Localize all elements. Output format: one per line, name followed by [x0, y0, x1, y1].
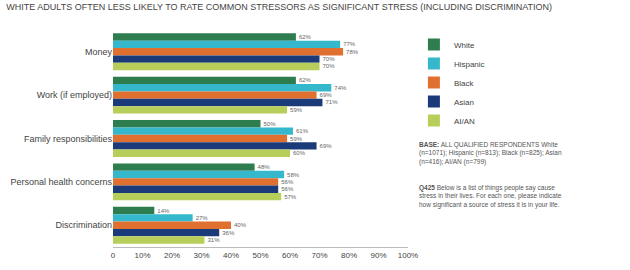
svg-text:40%: 40% [234, 222, 247, 228]
svg-text:Family responsibilities: Family responsibilities [24, 134, 113, 144]
svg-text:Money: Money [85, 47, 113, 57]
svg-text:56%: 56% [281, 186, 294, 192]
svg-text:58%: 58% [287, 172, 300, 178]
svg-text:Work (if employed): Work (if employed) [37, 90, 112, 100]
svg-text:50%: 50% [252, 251, 268, 260]
svg-text:80%: 80% [341, 251, 357, 260]
svg-text:Q425 Below is a list of things: Q425 Below is a list of things people sa… [419, 184, 562, 209]
svg-text:59%: 59% [290, 107, 303, 113]
svg-text:70%: 70% [323, 56, 336, 62]
svg-text:14%: 14% [157, 208, 170, 214]
svg-text:56%: 56% [281, 179, 294, 185]
svg-text:BASE: ALL QUALIFIED RESPONDENT: BASE: ALL QUALIFIED RESPONDENTS White(n=… [419, 141, 562, 166]
svg-text:0: 0 [111, 251, 116, 260]
svg-text:Black: Black [454, 79, 475, 88]
svg-text:40%: 40% [223, 251, 239, 260]
svg-text:60%: 60% [282, 251, 298, 260]
svg-text:78%: 78% [346, 49, 359, 55]
svg-text:61%: 61% [296, 128, 309, 134]
svg-text:69%: 69% [320, 143, 333, 149]
svg-text:Discrimination: Discrimination [55, 220, 112, 230]
svg-text:70%: 70% [323, 63, 336, 69]
svg-text:90%: 90% [370, 251, 386, 260]
svg-text:Hispanic: Hispanic [454, 60, 485, 69]
svg-text:White: White [454, 41, 475, 50]
svg-text:27%: 27% [196, 215, 209, 221]
svg-text:AI/AN: AI/AN [454, 117, 475, 126]
svg-text:WHITE ADULTS OFTEN LESS LIKELY: WHITE ADULTS OFTEN LESS LIKELY TO RATE C… [6, 2, 552, 12]
svg-text:30%: 30% [193, 251, 209, 260]
svg-text:71%: 71% [325, 99, 338, 105]
svg-text:74%: 74% [334, 85, 347, 91]
svg-text:50%: 50% [264, 121, 277, 127]
svg-text:70%: 70% [311, 251, 327, 260]
svg-text:10%: 10% [134, 251, 150, 260]
svg-text:20%: 20% [164, 251, 180, 260]
svg-text:31%: 31% [207, 237, 220, 243]
svg-text:Asian: Asian [454, 98, 474, 107]
svg-text:60%: 60% [293, 150, 306, 156]
svg-text:100%: 100% [398, 251, 418, 260]
svg-text:69%: 69% [320, 92, 333, 98]
svg-text:77%: 77% [343, 41, 356, 47]
svg-text:Personal health concerns: Personal health concerns [10, 177, 112, 187]
svg-text:59%: 59% [290, 136, 303, 142]
svg-text:62%: 62% [299, 77, 312, 83]
svg-text:57%: 57% [284, 194, 297, 200]
svg-text:48%: 48% [258, 164, 271, 170]
svg-text:36%: 36% [222, 230, 235, 236]
svg-text:62%: 62% [299, 34, 312, 40]
